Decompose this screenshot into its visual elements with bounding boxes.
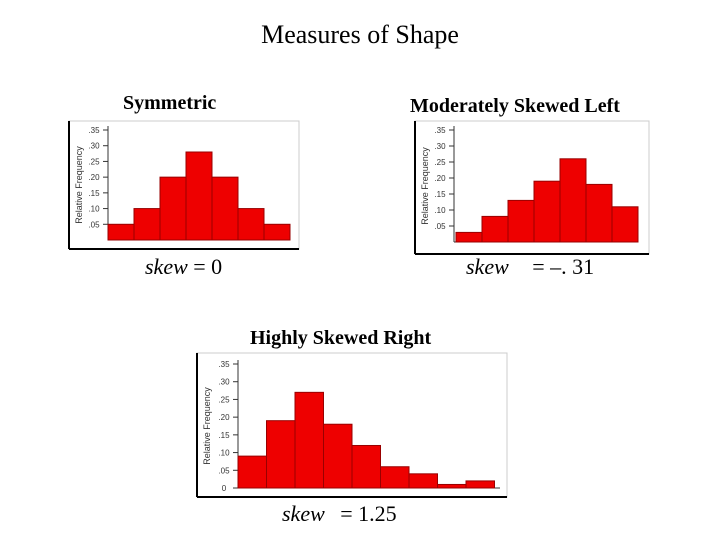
- histogram-bar: [481, 215, 509, 243]
- symmetric-skew-label: skew: [145, 254, 188, 279]
- skewed-left-skew-value: = –. 31: [532, 254, 595, 279]
- y-tick-label: .35: [434, 126, 446, 135]
- histogram-bar: [585, 183, 613, 243]
- histogram-bar: [323, 423, 353, 489]
- histogram-bar: [533, 180, 561, 243]
- slide-title: Measures of Shape: [261, 20, 459, 49]
- skewed-right-skew-label: skew: [282, 501, 325, 526]
- skewed-left-skew-label: skew: [466, 254, 509, 279]
- histogram-bar: [263, 223, 291, 241]
- symmetric-skew-value: = 0: [193, 254, 223, 279]
- histogram-bar: [408, 473, 438, 489]
- histogram-bar: [185, 151, 213, 241]
- y-tick-label: .35: [218, 360, 230, 369]
- y-axis-label: Relative Frequency: [202, 387, 212, 465]
- histogram-bar: [437, 483, 467, 489]
- y-tick-label: .05: [88, 220, 100, 229]
- y-axis-label: Relative Frequency: [420, 147, 430, 225]
- histogram-bar: [133, 208, 161, 241]
- symmetric-skew: skew = 0: [145, 254, 222, 280]
- histogram-bar: [237, 455, 267, 489]
- y-tick-label: .15: [434, 190, 446, 199]
- symmetric-title: Symmetric: [123, 92, 217, 114]
- y-tick-label: .05: [434, 222, 446, 231]
- histogram-bar: [559, 158, 587, 243]
- y-tick-label: .15: [88, 189, 100, 198]
- histogram-bar: [294, 391, 324, 489]
- skewed-left-skew: skew = –. 31: [466, 254, 594, 280]
- y-tick-label: .05: [218, 466, 230, 475]
- y-tick-label: .30: [218, 378, 230, 387]
- y-tick-label: 0: [222, 484, 227, 493]
- skewed-left-histogram: Relative Frequency .05 .10 .15 .20 .25 .30 .35: [414, 120, 650, 255]
- y-tick-label: .10: [218, 449, 230, 458]
- y-tick-label: .25: [88, 157, 100, 166]
- y-axis-label: Relative Frequency: [74, 146, 84, 224]
- histogram-bar: [159, 176, 187, 241]
- histogram-bar: [507, 199, 535, 243]
- skewed-right-histogram: Relative Frequency 0 .05 .10 .15 .20 .25 .30 .35: [196, 352, 508, 498]
- skewed-right-skew: skew = 1.25: [282, 501, 397, 527]
- histogram-bar: [211, 176, 239, 241]
- y-tick-label: .30: [88, 142, 100, 151]
- histogram-bar: [107, 223, 135, 241]
- y-tick-label: .25: [218, 395, 230, 404]
- y-tick-label: .10: [88, 205, 100, 214]
- histogram-bar: [380, 466, 410, 489]
- y-tick-label: .20: [218, 413, 230, 422]
- y-tick-label: .20: [434, 174, 446, 183]
- skewed-right-skew-value: = 1.25: [340, 501, 397, 526]
- y-tick-label: .20: [88, 173, 100, 182]
- y-tick-label: .15: [218, 431, 230, 440]
- histogram-bar: [465, 480, 495, 489]
- y-tick-label: .35: [88, 126, 100, 135]
- histogram-bar: [237, 208, 265, 241]
- y-tick-label: .30: [434, 142, 446, 151]
- histogram-bar: [351, 444, 381, 489]
- skewed-right-title: Highly Skewed Right: [250, 327, 432, 349]
- skewed-left-title: Moderately Skewed Left: [410, 95, 620, 117]
- y-tick-label: .25: [434, 158, 446, 167]
- histogram-bar: [611, 206, 639, 243]
- histogram-bar: [455, 231, 483, 243]
- y-tick-label: .10: [434, 206, 446, 215]
- symmetric-histogram: Relative Frequency .05 .10 .15 .20 .25 .30 .35: [68, 120, 300, 250]
- histogram-bar: [266, 420, 296, 489]
